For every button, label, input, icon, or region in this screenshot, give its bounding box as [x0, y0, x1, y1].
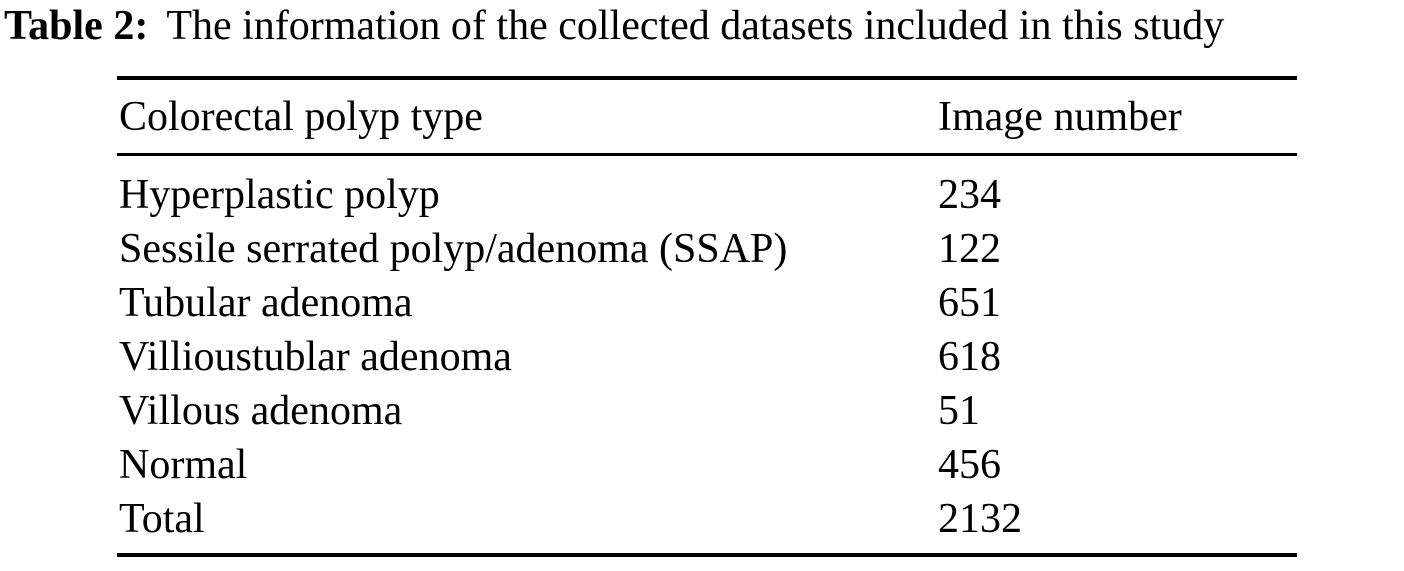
table-row: Villioustublar adenoma 618 — [117, 330, 1297, 384]
cell-image-number: 122 — [938, 226, 1001, 272]
cell-polyp-type: Villous adenoma — [119, 388, 403, 434]
cell-polyp-type: Hyperplastic polyp — [119, 172, 440, 218]
cell-polyp-type: Normal — [119, 442, 248, 488]
cell-image-number: 456 — [938, 442, 1001, 488]
cell-polyp-type: Tubular adenoma — [119, 280, 413, 326]
dataset-table: Colorectal polyp type Image number Hyper… — [117, 76, 1297, 557]
top-rule — [117, 76, 1297, 80]
column-header-polyp-type: Colorectal polyp type — [119, 93, 483, 140]
table-row: Hyperplastic polyp 234 — [117, 168, 1297, 222]
header-row: Colorectal polyp type Image number — [117, 80, 1297, 153]
table-row: Villous adenoma 51 — [117, 384, 1297, 438]
mid-rule — [117, 153, 1297, 156]
bottom-rule — [117, 553, 1297, 557]
table-body: Hyperplastic polyp 234 Sessile serrated … — [117, 156, 1297, 553]
table-row: Normal 456 — [117, 438, 1297, 492]
cell-image-number: 2132 — [938, 496, 1022, 542]
table-row: Sessile serrated polyp/adenoma (SSAP) 12… — [117, 222, 1297, 276]
cell-image-number: 618 — [938, 334, 1001, 380]
cell-image-number: 51 — [938, 388, 980, 434]
caption-label: Table 2: — [4, 3, 149, 49]
column-header-image-number: Image number — [938, 93, 1182, 140]
cell-image-number: 651 — [938, 280, 1001, 326]
cell-polyp-type: Sessile serrated polyp/adenoma (SSAP) — [119, 226, 788, 272]
cell-polyp-type: Villioustublar adenoma — [119, 334, 512, 380]
cell-polyp-type: Total — [119, 496, 205, 542]
table-row: Total 2132 — [117, 492, 1297, 546]
table-row: Tubular adenoma 651 — [117, 276, 1297, 330]
cell-image-number: 234 — [938, 172, 1001, 218]
table-caption: Table 2: The information of the collected… — [4, 2, 1400, 50]
caption-text: The information of the collected dataset… — [166, 3, 1225, 49]
